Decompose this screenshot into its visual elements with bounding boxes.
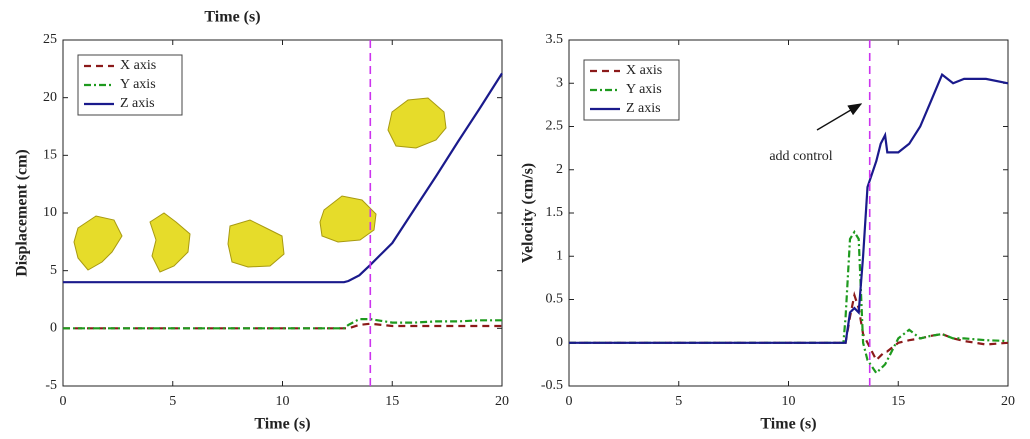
rock <box>387 97 447 149</box>
x-tick-label: 15 <box>891 394 905 409</box>
y-tick-label: 2.5 <box>546 119 564 134</box>
y-tick-label: -0.5 <box>541 378 563 393</box>
legend-label: Y axis <box>120 77 156 92</box>
y-tick-label: 3.5 <box>546 32 564 47</box>
y-tick-label: 10 <box>43 205 57 220</box>
y-tick-label: 1 <box>556 248 563 263</box>
legend-label: X axis <box>626 63 662 78</box>
y-tick-label: 0 <box>50 321 57 336</box>
x-tick-label: 15 <box>385 394 399 409</box>
rock <box>227 219 285 268</box>
legend-label: Z axis <box>626 101 661 116</box>
y-axis-label: Displacement (cm) <box>14 149 31 277</box>
series-line <box>569 72 1009 344</box>
y-tick-label: 20 <box>43 90 57 105</box>
rock <box>319 195 377 243</box>
series-line <box>63 72 503 284</box>
x-axis-label: Time (s) <box>254 416 310 433</box>
y-tick-label: 2 <box>556 162 563 177</box>
y-tick-label: 5 <box>50 263 57 278</box>
legend-label: Z axis <box>120 96 155 111</box>
x-tick-label: 20 <box>1001 394 1015 409</box>
chart-title: Time (s) <box>204 9 260 26</box>
x-tick-label: 10 <box>782 394 796 409</box>
y-tick-label: 3 <box>556 75 563 90</box>
y-tick-label: -5 <box>45 378 57 393</box>
rock <box>73 215 123 271</box>
y-tick-label: 25 <box>43 32 57 47</box>
series-line <box>569 290 1009 362</box>
rocks <box>73 97 447 273</box>
series-line <box>63 318 502 330</box>
x-tick-label: 0 <box>566 394 573 409</box>
x-tick-label: 5 <box>675 394 682 409</box>
x-tick-label: 20 <box>495 394 509 409</box>
legend-label: Y axis <box>626 82 662 97</box>
x-tick-label: 5 <box>169 394 176 409</box>
y-tick-label: 0 <box>556 335 563 350</box>
x-tick-label: 0 <box>60 394 67 409</box>
x-tick-label: 10 <box>276 394 290 409</box>
series-line <box>63 322 502 330</box>
annotation: add control <box>769 149 832 164</box>
annotation-arrow <box>816 103 863 131</box>
legend-label: X axis <box>120 58 156 73</box>
y-tick-label: 15 <box>43 148 57 163</box>
y-axis-label: Velocity (cm/s) <box>520 163 537 263</box>
series-line <box>569 229 1009 375</box>
rock <box>149 212 191 273</box>
y-tick-label: 0.5 <box>546 292 564 307</box>
y-tick-label: 1.5 <box>546 205 564 220</box>
x-axis-label: Time (s) <box>760 416 816 433</box>
